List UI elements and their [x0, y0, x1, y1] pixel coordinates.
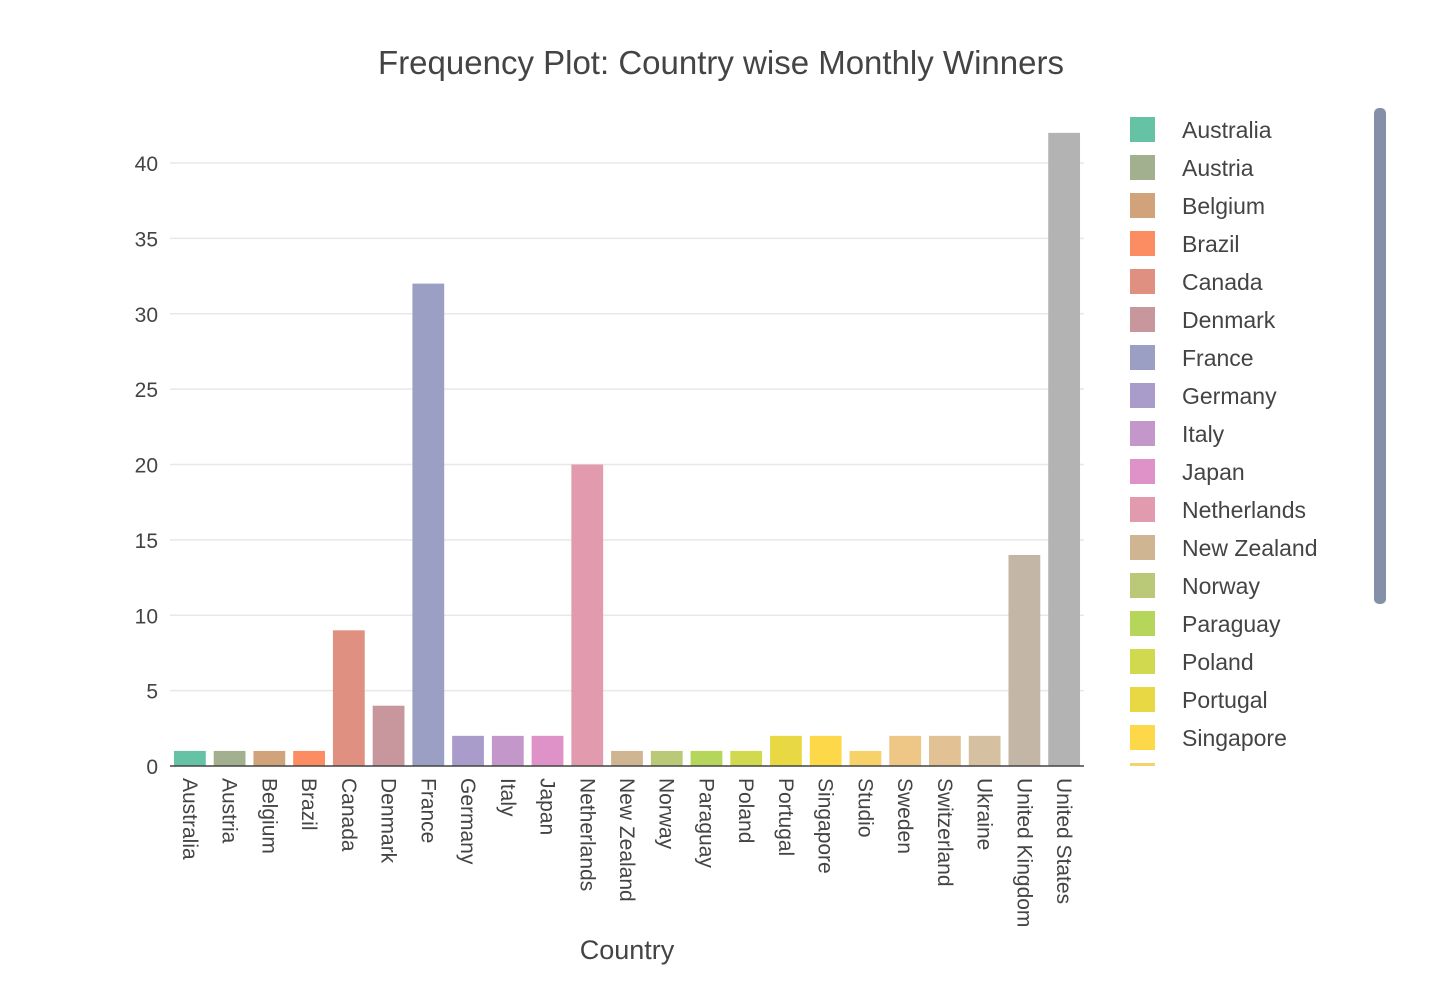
x-tick-label: Singapore: [814, 778, 837, 874]
legend-swatch: [1130, 383, 1155, 408]
x-tick-label: Netherlands: [575, 778, 598, 891]
bar[interactable]: [412, 283, 445, 766]
legend-label: Denmark: [1182, 307, 1276, 333]
chart-title: Frequency Plot: Country wise Monthly Win…: [378, 44, 1064, 81]
legend-swatch: [1130, 193, 1155, 218]
legend-swatch: [1130, 155, 1155, 180]
bar[interactable]: [531, 735, 564, 766]
x-tick-label: Japan: [536, 778, 559, 835]
legend-label: Norway: [1182, 573, 1260, 599]
bar[interactable]: [968, 735, 1001, 766]
x-axis-title: Country: [580, 935, 675, 965]
legend-swatch-clipped: [1130, 763, 1155, 766]
legend-label: Portugal: [1182, 687, 1268, 713]
bar[interactable]: [491, 735, 524, 766]
x-tick-label: France: [416, 778, 439, 843]
bar[interactable]: [253, 750, 286, 766]
bar[interactable]: [293, 750, 325, 766]
bar[interactable]: [650, 750, 683, 766]
legend[interactable]: Australia Austria Belgium Brazil Canada Denma…: [1130, 117, 1318, 766]
y-tick-label: 30: [135, 304, 158, 327]
legend-label: Singapore: [1182, 725, 1287, 751]
bar[interactable]: [770, 735, 802, 766]
x-tick-label: Paraguay: [694, 778, 717, 868]
legend-label: Austria: [1182, 155, 1254, 181]
y-tick-label: 40: [135, 153, 158, 176]
legend-swatch: [1130, 535, 1155, 560]
y-tick-label: 5: [146, 681, 158, 704]
y-tick-label: 0: [146, 756, 158, 779]
x-tick-label: Brazil: [297, 778, 320, 831]
bar[interactable]: [173, 750, 206, 766]
y-tick-label: 35: [135, 228, 158, 251]
legend-label: Brazil: [1182, 231, 1240, 257]
legend-swatch: [1130, 573, 1155, 598]
legend-label: New Zealand: [1182, 535, 1318, 561]
legend-swatch: [1130, 497, 1155, 522]
bar[interactable]: [889, 735, 922, 766]
x-tick-label: Canada: [337, 778, 360, 852]
bar[interactable]: [611, 750, 643, 766]
x-tick-label: United States: [1052, 778, 1075, 904]
x-tick-label: Portugal: [774, 778, 797, 856]
legend-swatch: [1130, 421, 1155, 446]
bar[interactable]: [929, 735, 961, 766]
y-tick-label: 15: [135, 530, 158, 553]
y-tick-label: 10: [135, 605, 158, 628]
bar[interactable]: [1048, 132, 1081, 767]
legend-label: Australia: [1182, 117, 1272, 143]
x-tick-label: Studio: [853, 778, 876, 838]
legend-label: Paraguay: [1182, 611, 1281, 637]
y-tick-label: 20: [135, 455, 158, 478]
bar[interactable]: [372, 705, 405, 766]
legend-label: Japan: [1182, 459, 1245, 485]
legend-label: France: [1182, 345, 1254, 371]
x-tick-label: United Kingdom: [1012, 778, 1035, 927]
x-tick-label: Poland: [734, 778, 757, 843]
legend-label: Poland: [1182, 649, 1254, 675]
bar[interactable]: [452, 735, 484, 766]
bar[interactable]: [213, 750, 246, 766]
x-tick-label: Germany: [456, 778, 479, 865]
legend-swatch: [1130, 117, 1155, 142]
legend-label: Canada: [1182, 269, 1263, 295]
bar[interactable]: [332, 630, 365, 766]
legend-swatch: [1130, 611, 1155, 636]
x-tick-label: Belgium: [257, 778, 280, 854]
bar[interactable]: [690, 750, 723, 766]
legend-swatch: [1130, 269, 1155, 294]
x-tick-label: Italy: [496, 778, 519, 817]
legend-scrollbar[interactable]: [1374, 108, 1386, 604]
bar[interactable]: [1008, 554, 1041, 766]
legend-swatch: [1130, 345, 1155, 370]
legend-label: Netherlands: [1182, 497, 1306, 523]
grid-lines: [170, 162, 1084, 692]
legend-swatch: [1130, 725, 1155, 750]
x-axis-ticks: Australia Austria Belgium Brazil Canada Denma…: [178, 778, 1075, 927]
x-tick-label: Austria: [218, 778, 241, 844]
bar[interactable]: [849, 750, 882, 766]
y-tick-label: 25: [135, 379, 158, 402]
bar[interactable]: [571, 464, 604, 767]
legend-label: Italy: [1182, 421, 1225, 447]
x-tick-label: Norway: [655, 778, 678, 850]
y-axis-ticks: 0 5 10 15 20 25 30 35 40: [135, 153, 158, 779]
bar[interactable]: [809, 735, 842, 766]
x-tick-label: Sweden: [893, 778, 916, 854]
legend-swatch: [1130, 231, 1155, 256]
x-tick-label: New Zealand: [615, 778, 638, 902]
x-tick-label: Ukraine: [973, 778, 996, 850]
x-tick-label: Australia: [178, 778, 201, 860]
x-tick-label: Denmark: [377, 778, 400, 864]
legend-swatch: [1130, 459, 1155, 484]
legend-label: Germany: [1182, 383, 1277, 409]
legend-swatch: [1130, 307, 1155, 332]
bar[interactable]: [730, 750, 763, 766]
x-tick-label: Switzerland: [933, 778, 956, 887]
legend-swatch: [1130, 649, 1155, 674]
bars: [173, 132, 1081, 767]
legend-label: Belgium: [1182, 193, 1265, 219]
legend-swatch: [1130, 687, 1155, 712]
